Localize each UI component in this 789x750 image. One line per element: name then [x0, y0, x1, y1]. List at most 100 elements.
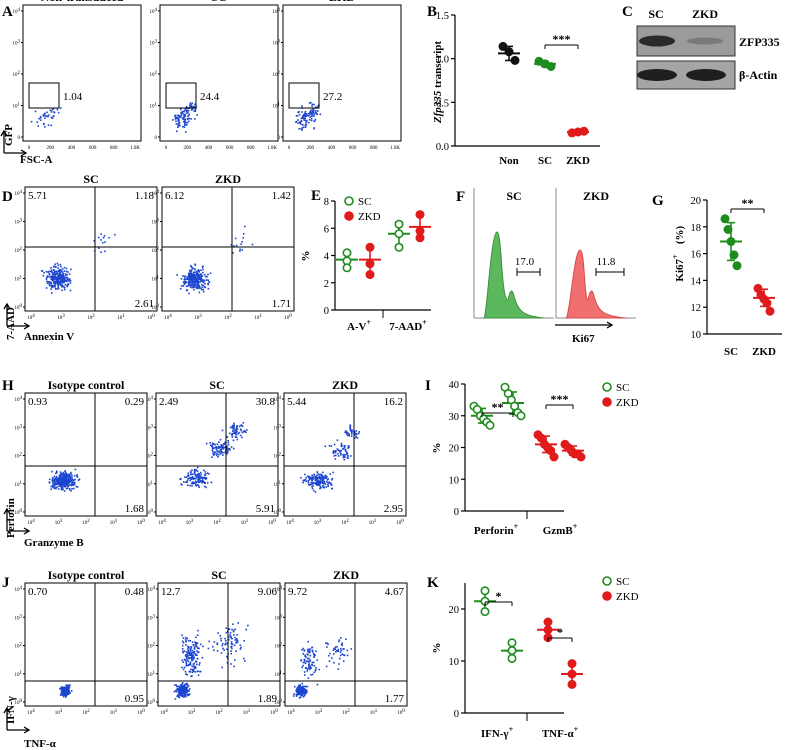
event-dot	[199, 643, 202, 646]
event-dot	[211, 447, 214, 449]
panel-a-plot-0: 104103102101002004006008001.0KNon-transd…	[13, 0, 142, 151]
quadrant-upper-right: 30.8	[256, 396, 276, 408]
event-dot	[334, 458, 337, 460]
event-dot	[57, 287, 60, 290]
y-tick-label: 0	[278, 136, 281, 141]
event-dot	[324, 483, 327, 485]
corner-axis-arrow-icon	[606, 321, 614, 329]
event-dot	[102, 241, 104, 244]
event-dot	[232, 439, 235, 442]
event-dot	[311, 485, 313, 488]
event-dot	[57, 481, 59, 484]
event-dot	[230, 642, 233, 645]
event-dot	[194, 280, 196, 283]
y-tick-label: 101	[15, 671, 23, 678]
event-dot	[321, 471, 324, 474]
event-dot	[305, 689, 308, 691]
event-dot	[342, 660, 345, 662]
event-dot	[186, 656, 189, 658]
event-dot	[212, 645, 214, 648]
event-dot	[236, 634, 238, 636]
event-dot	[185, 663, 188, 665]
event-dot	[60, 690, 63, 693]
event-dot	[67, 688, 70, 691]
event-dot	[202, 284, 205, 287]
event-dot	[60, 277, 62, 280]
event-dot	[196, 650, 198, 652]
event-dot	[322, 475, 324, 478]
event-dot	[65, 477, 67, 479]
event-dot	[236, 639, 238, 641]
legend-label-zkd: ZKD	[616, 591, 639, 603]
event-dot	[65, 693, 68, 695]
event-dot	[231, 643, 234, 645]
event-dot	[325, 486, 327, 488]
event-dot	[185, 664, 188, 667]
event-dot	[182, 125, 184, 128]
data-point	[765, 306, 775, 316]
y-tick-label: 1.5	[436, 11, 449, 22]
event-dot	[193, 110, 195, 112]
panel-d-letter: D	[2, 189, 13, 205]
y-tick-label: 102	[150, 71, 158, 78]
event-dot	[207, 647, 210, 650]
event-dot	[305, 656, 307, 658]
event-dot	[303, 658, 306, 661]
event-dot	[192, 284, 194, 286]
y-tick-label: 30	[449, 412, 460, 423]
event-dot	[192, 272, 194, 275]
x-tick-label: 101	[370, 709, 378, 716]
event-dot	[321, 481, 324, 483]
event-dot	[197, 481, 199, 483]
event-dot	[237, 433, 240, 435]
significance-stars: *	[496, 589, 502, 603]
event-dot	[61, 486, 64, 489]
event-dot	[68, 487, 71, 490]
y-tick-label: 101	[15, 481, 23, 488]
event-dot	[348, 434, 350, 437]
event-dot	[68, 278, 70, 281]
y-tick-label: 101	[274, 481, 282, 488]
event-dot	[315, 650, 317, 653]
event-dot	[298, 697, 301, 699]
event-dot	[239, 434, 242, 437]
event-dot	[319, 473, 322, 476]
event-dot	[182, 661, 184, 663]
event-dot	[194, 474, 197, 477]
event-dot	[50, 116, 53, 119]
event-dot	[50, 288, 52, 290]
event-dot	[104, 250, 106, 253]
event-dot	[229, 426, 232, 429]
y-tick-label: 101	[148, 671, 156, 678]
event-dot	[181, 648, 184, 650]
event-dot	[180, 108, 182, 111]
x-category-label: ZKD	[752, 346, 776, 358]
event-dot	[51, 286, 54, 289]
event-dot	[66, 277, 69, 279]
event-dot	[219, 438, 222, 441]
event-dot	[312, 111, 315, 114]
event-dot	[62, 273, 65, 275]
event-dot	[302, 117, 304, 120]
event-dot	[177, 120, 180, 122]
event-dot	[53, 479, 55, 482]
event-dot	[51, 272, 54, 274]
event-dot	[215, 454, 218, 457]
event-dot	[58, 477, 61, 479]
event-dot	[337, 668, 340, 670]
data-point	[732, 261, 742, 271]
event-dot	[307, 115, 310, 117]
x-tick-label: 100	[284, 314, 292, 321]
event-dot	[306, 119, 308, 122]
event-dot	[240, 243, 242, 245]
event-dot	[214, 443, 216, 446]
event-dot	[50, 283, 53, 285]
event-dot	[310, 109, 312, 111]
event-dot	[203, 485, 206, 488]
event-dot	[63, 480, 66, 483]
event-dot	[190, 109, 193, 111]
event-dot	[56, 108, 59, 111]
event-dot	[315, 478, 318, 481]
event-dot	[188, 657, 190, 659]
